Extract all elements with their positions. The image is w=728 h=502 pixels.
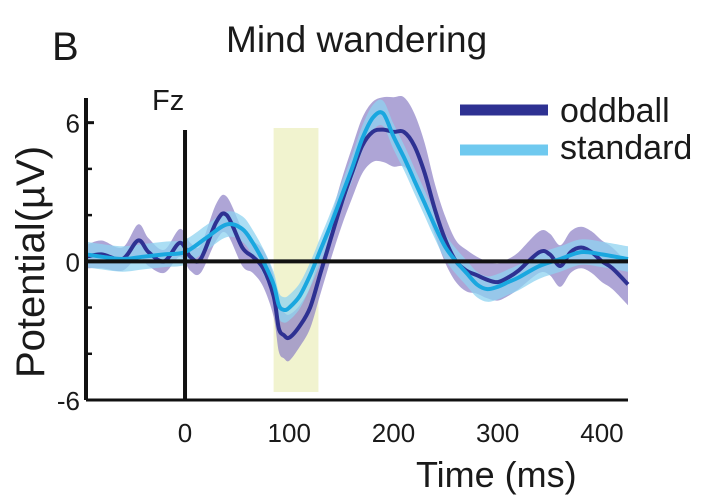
x-axis-label: Time (ms) bbox=[416, 454, 577, 495]
band-standard bbox=[86, 99, 628, 323]
y-tick-label: -6 bbox=[57, 386, 80, 416]
x-tick-label: 400 bbox=[580, 418, 623, 448]
x-tick-label: 200 bbox=[372, 418, 415, 448]
legend-label-standard: standard bbox=[560, 129, 692, 167]
electrode-label: Fz bbox=[152, 85, 184, 117]
x-tick-label: 100 bbox=[268, 418, 311, 448]
confidence-bands bbox=[86, 96, 628, 362]
y-tick-label: 0 bbox=[66, 247, 80, 277]
band-oddball bbox=[86, 96, 628, 362]
legend: oddball standard bbox=[460, 92, 692, 167]
line-oddball bbox=[85, 127, 630, 341]
x-tick-label: 300 bbox=[476, 418, 519, 448]
chart-title: Mind wandering bbox=[226, 19, 487, 60]
panel-label: B bbox=[52, 25, 79, 69]
x-tick-label: 0 bbox=[178, 418, 192, 448]
axis-ticks: -6 0 6 0 100 200 300 400 bbox=[57, 109, 624, 448]
series-lines bbox=[85, 110, 630, 341]
y-tick-label: 6 bbox=[66, 109, 80, 139]
line-standard bbox=[85, 110, 629, 313]
y-axis-label: Potential(µV) bbox=[9, 146, 53, 378]
legend-label-oddball: oddball bbox=[560, 92, 670, 130]
